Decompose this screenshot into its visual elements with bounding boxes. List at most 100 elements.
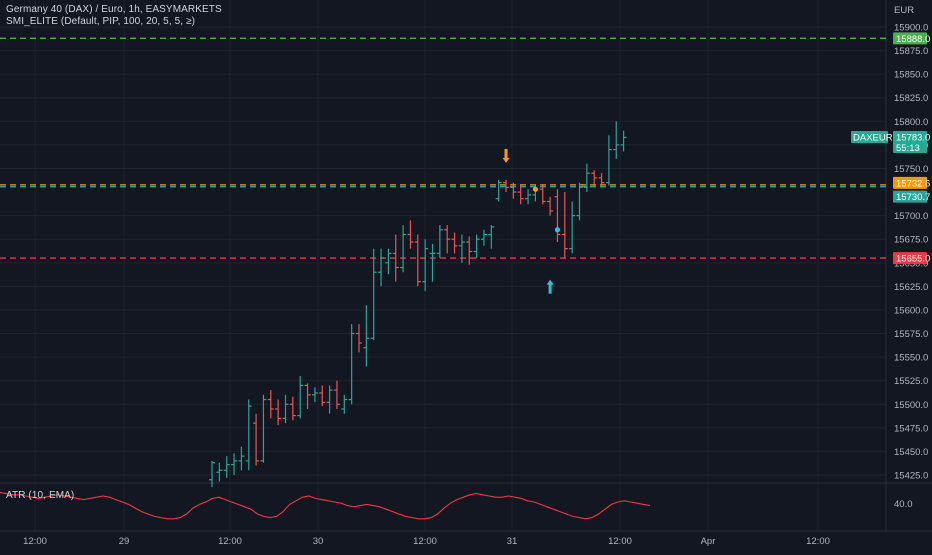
ohlc-bar[interactable]: [591, 170, 598, 188]
ohlc-bar[interactable]: [253, 413, 260, 466]
ohlc-bar[interactable]: [495, 179, 502, 202]
atr-tick-label: 40.0: [894, 499, 913, 510]
ohlc-bar[interactable]: [267, 390, 274, 419]
ohlc-bar[interactable]: [576, 182, 583, 221]
time-tick-label: 12:00: [23, 536, 47, 547]
price-tick-label: 15425.0: [894, 471, 928, 482]
buy-arrow-shaft: [548, 283, 552, 294]
ohlc-bar[interactable]: [569, 201, 576, 254]
ohlc-bar[interactable]: [289, 396, 296, 421]
ohlc-bar[interactable]: [547, 196, 554, 216]
ohlc-bar[interactable]: [282, 394, 289, 424]
ohlc-bar[interactable]: [392, 234, 399, 282]
red-level-tag: 15655.0: [893, 252, 930, 265]
ohlc-bar[interactable]: [414, 234, 421, 287]
time-tick-label: 31: [507, 536, 518, 547]
symbol-price-tag[interactable]: DAXEUR: [851, 131, 893, 144]
symbol-tag-text: DAXEUR: [853, 133, 893, 144]
atr-legend[interactable]: ATR (10, EMA): [6, 490, 75, 501]
ohlc-bar[interactable]: [561, 192, 568, 259]
ohlc-bar[interactable]: [304, 383, 311, 409]
ohlc-bar[interactable]: [554, 189, 561, 243]
price-tick-label: 15550.0: [894, 353, 928, 364]
ohlc-bar[interactable]: [407, 220, 414, 249]
ohlc-bar[interactable]: [356, 324, 362, 353]
time-tick-label: 12:00: [608, 536, 632, 547]
ohlc-bar[interactable]: [297, 375, 304, 419]
ohlc-bar[interactable]: [503, 179, 509, 193]
ohlc-bar[interactable]: [598, 173, 605, 188]
ohlc-bar[interactable]: [245, 399, 252, 471]
ohlc-bar[interactable]: [436, 225, 443, 259]
ohlc-bar[interactable]: [605, 135, 612, 186]
ohlc-bar[interactable]: [341, 394, 348, 414]
symbol-tag-bg: [851, 131, 888, 143]
ohlc-bar[interactable]: [466, 236, 473, 265]
time-tick-label: 12:00: [218, 536, 242, 547]
time-tick-label: 12:00: [806, 536, 830, 547]
orange-level-tag-text: 15732.6: [896, 178, 930, 189]
price-tick-label: 15625.0: [894, 282, 928, 293]
ohlc-bar[interactable]: [480, 229, 487, 246]
ohlc-bar[interactable]: [311, 387, 318, 403]
ohlc-bar[interactable]: [488, 225, 495, 249]
red-level-tag-bg: [893, 252, 927, 265]
ohlc-bar[interactable]: [385, 248, 392, 275]
ohlc-bar[interactable]: [429, 243, 436, 282]
upper-green-tag-text: 15888.0: [896, 34, 930, 45]
price-tick-label: 15500.0: [894, 400, 928, 411]
ohlc-bar[interactable]: [209, 460, 215, 488]
ohlc-bar[interactable]: [223, 456, 230, 478]
atr-line: [0, 491, 651, 520]
ohlc-bar[interactable]: [348, 324, 355, 405]
price-tick-label: 15900.0: [894, 23, 928, 34]
ohlc-bar[interactable]: [517, 185, 524, 205]
sell-arrow-head: [502, 157, 510, 163]
ohlc-bar[interactable]: [333, 380, 340, 409]
ohlc-bar[interactable]: [238, 446, 245, 471]
price-tick-label: 15675.0: [894, 235, 928, 246]
ohlc-bar[interactable]: [620, 130, 627, 152]
teal-level-tag: 15730.7: [893, 190, 930, 203]
ohlc-bar[interactable]: [613, 121, 620, 160]
time-tick-label: 12:00: [413, 536, 437, 547]
price-tick-label: 15475.0: [894, 423, 928, 434]
buy-arrow-icon: [546, 279, 554, 294]
ohlc-bar[interactable]: [473, 234, 480, 259]
ohlc-bar[interactable]: [363, 305, 370, 367]
indicator-legend[interactable]: SMI_ELITE (Default, PIP, 100, 20, 5, 5, …: [6, 16, 196, 27]
ohlc-bar[interactable]: [583, 163, 590, 193]
ohlc-bar[interactable]: [422, 239, 429, 292]
ohlc-bar[interactable]: [370, 248, 377, 341]
orange-level-tag: 15732.6: [893, 176, 930, 189]
symbol-legend[interactable]: Germany 40 (DAX) / Euro, 1h, EASYMARKETS: [6, 4, 222, 15]
price-tick-label: 15800.0: [894, 117, 928, 128]
buy-arrow-head: [546, 279, 554, 285]
orange-level-tag-bg: [893, 176, 927, 189]
price-tick-label: 15600.0: [894, 305, 928, 316]
ohlc-bar[interactable]: [326, 385, 333, 414]
ohlc-bar[interactable]: [525, 189, 532, 205]
ohlc-bar[interactable]: [260, 394, 267, 463]
price-tick-label: 15875.0: [894, 46, 928, 57]
ohlc-bar[interactable]: [458, 234, 465, 263]
sell-arrow-icon: [502, 148, 510, 163]
time-tick-label: Apr: [701, 536, 716, 547]
currency-label: EUR: [894, 5, 914, 16]
ohlc-bar[interactable]: [510, 182, 517, 199]
ohlc-bar[interactable]: [275, 399, 282, 426]
ohlc-bar[interactable]: [400, 225, 407, 273]
price-tick-label: 15450.0: [894, 447, 928, 458]
ohlc-bar[interactable]: [231, 453, 238, 475]
price-tick-label: 15750.0: [894, 164, 928, 175]
current-price-bg: [893, 131, 927, 153]
ohlc-bar[interactable]: [378, 248, 385, 287]
ohlc-bar[interactable]: [319, 385, 326, 407]
ohlc-bar[interactable]: [216, 462, 223, 482]
sell-dot-icon: [532, 186, 539, 192]
ohlc-bar[interactable]: [451, 232, 458, 254]
ohlc-bar[interactable]: [539, 185, 546, 205]
ohlc-bar[interactable]: [444, 225, 451, 254]
